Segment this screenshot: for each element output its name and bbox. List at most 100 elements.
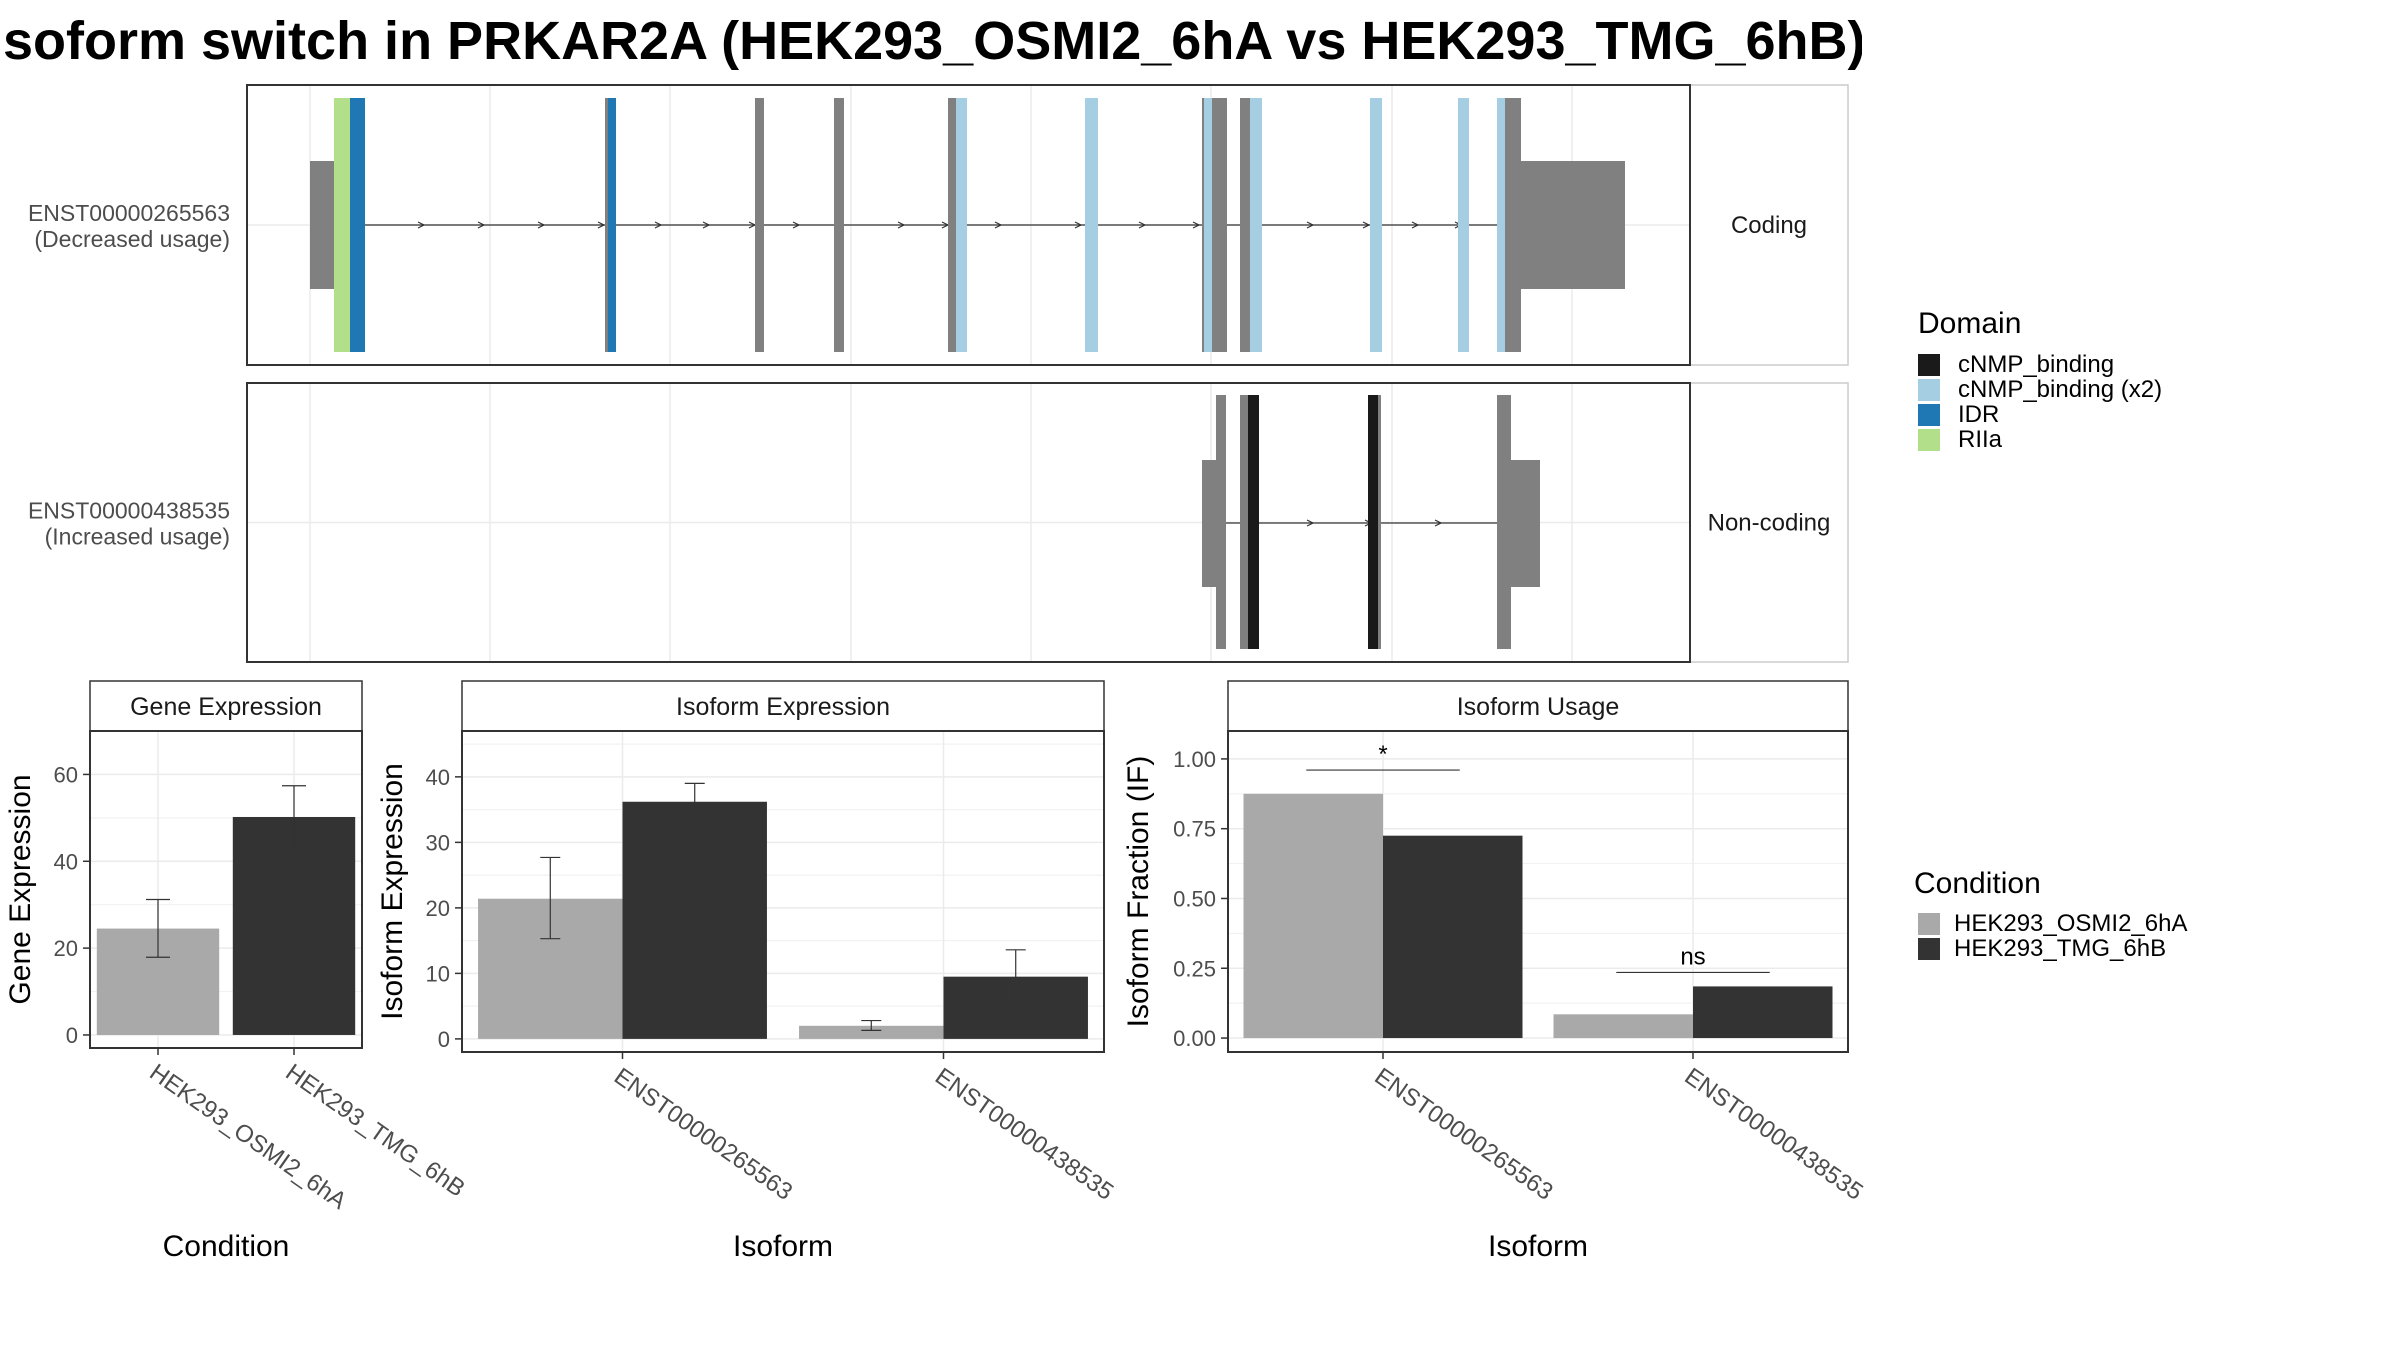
exon — [755, 98, 764, 352]
legend-key-cnmp-binding — [1918, 354, 1940, 376]
legend-key-condition — [1918, 913, 1940, 935]
exon — [605, 98, 608, 352]
legend-label: RIIa — [1958, 426, 2003, 453]
legend-key-condition — [1918, 938, 1940, 960]
exon — [1240, 395, 1248, 649]
intron-arrow — [1434, 519, 1443, 527]
exon-domain-cnmp-x2 — [1250, 98, 1262, 352]
intron-arrow — [702, 221, 711, 229]
utr-exon — [1202, 460, 1218, 587]
exon — [1240, 98, 1250, 352]
intron-arrow — [597, 221, 606, 229]
bar — [1383, 835, 1523, 1039]
y-tick-label: 40 — [54, 849, 78, 874]
intron-arrow — [1411, 221, 1420, 229]
facet-strip-label: Isoform Usage — [1457, 693, 1620, 721]
isoform-usage-label: (Increased usage) — [45, 524, 230, 550]
y-tick-label: 0.50 — [1173, 886, 1216, 911]
intron-arrow — [477, 221, 486, 229]
intron-arrow — [1362, 221, 1371, 229]
chart-title: Isoform switch in PRKAR2A (HEK293_OSMI2_… — [0, 11, 1862, 71]
isoform-label: ENST00000265563 — [28, 200, 230, 226]
y-tick-label: 0.25 — [1173, 956, 1216, 981]
structure-panel-border — [246, 84, 1691, 366]
exon-domain-cnmp-x2 — [1497, 98, 1505, 352]
y-tick-label: 0.75 — [1173, 817, 1216, 842]
legend-label: IDR — [1958, 401, 1999, 428]
legend-label: cNMP_binding (x2) — [1958, 376, 2162, 403]
legend-label: HEK293_TMG_6hB — [1954, 935, 2166, 962]
bar — [232, 816, 356, 1035]
x-tick-label: ENST00000265563 — [1370, 1063, 1558, 1206]
x-tick-label: ENST00000438535 — [930, 1063, 1118, 1206]
exon — [834, 98, 844, 352]
y-tick-label: 0.00 — [1173, 1026, 1216, 1051]
intron-arrow — [1074, 221, 1083, 229]
y-tick-label: 40 — [426, 765, 450, 790]
y-tick-label: 10 — [426, 961, 450, 986]
facet-strip — [89, 680, 363, 732]
facet-strip-label: Isoform Expression — [676, 693, 890, 721]
intron-arrow — [1306, 221, 1315, 229]
x-tick-label: ENST00000438535 — [1680, 1063, 1868, 1206]
exon-domain-cnmp — [1248, 395, 1259, 649]
bar — [799, 1025, 944, 1039]
y-axis-label: Gene Expression — [4, 774, 37, 1004]
y-tick-label: 60 — [54, 762, 78, 787]
utr-exon — [1510, 460, 1540, 587]
bar-panel-border — [1227, 730, 1849, 1053]
facet-strip-label: Coding — [1731, 212, 1807, 239]
significance-label: ns — [1680, 943, 1705, 970]
bar — [1243, 793, 1383, 1039]
legend-key-riia — [1918, 429, 1940, 451]
bar — [1693, 986, 1833, 1039]
legend-key-idr — [1918, 404, 1940, 426]
intron-arrow — [994, 221, 1003, 229]
legend-title-domain: Domain — [1918, 307, 2021, 340]
facet-strip — [1689, 84, 1849, 366]
y-tick-label: 0 — [66, 1023, 78, 1048]
intron-arrow — [1306, 519, 1315, 527]
exon-domain-idr — [350, 98, 365, 352]
exon — [1212, 98, 1227, 352]
x-axis-label: Isoform — [1488, 1230, 1588, 1263]
legend-title-condition: Condition — [1914, 867, 2041, 900]
exon — [1378, 395, 1381, 649]
structure-panel-border — [246, 382, 1691, 663]
bar — [1553, 1014, 1693, 1039]
y-tick-label: 30 — [426, 830, 450, 855]
bar-panel-border — [89, 730, 363, 1049]
y-axis-label: Isoform Expression — [376, 763, 409, 1020]
legend-key-cnmp-binding-x2- — [1918, 379, 1940, 401]
isoform-label: ENST00000438535 — [28, 498, 230, 524]
intron-arrow — [537, 221, 546, 229]
isoform-usage-label: (Decreased usage) — [34, 226, 230, 252]
exon-domain-cnmp-x2 — [1458, 98, 1469, 352]
intron-arrow — [1192, 221, 1201, 229]
legend-label: cNMP_binding — [1958, 351, 2114, 378]
exon-domain-riia — [334, 98, 352, 352]
title-clip: Isoform switch in PRKAR2A (HEK293_OSMI2_… — [0, 0, 1862, 90]
exon — [1497, 395, 1511, 649]
exon — [1505, 98, 1521, 352]
intron-arrow — [654, 221, 663, 229]
facet-strip-label: Non-coding — [1708, 510, 1831, 537]
significance-label: * — [1378, 741, 1387, 768]
y-tick-label: 20 — [426, 896, 450, 921]
exon-domain-cnmp-x2 — [1204, 98, 1214, 352]
y-tick-label: 20 — [54, 936, 78, 961]
x-axis-label: Isoform — [733, 1230, 833, 1263]
bar — [622, 801, 767, 1039]
intron-arrow — [897, 221, 906, 229]
exon-domain-idr — [605, 98, 616, 352]
facet-strip — [1689, 382, 1849, 663]
exon — [1216, 395, 1226, 649]
exon — [948, 98, 956, 352]
utr-exon — [1518, 161, 1625, 289]
exon-domain-cnmp-x2 — [1085, 98, 1098, 352]
intron-arrow — [417, 221, 426, 229]
exon-domain-cnmp-x2 — [956, 98, 967, 352]
exon-domain-cnmp — [1368, 395, 1378, 649]
